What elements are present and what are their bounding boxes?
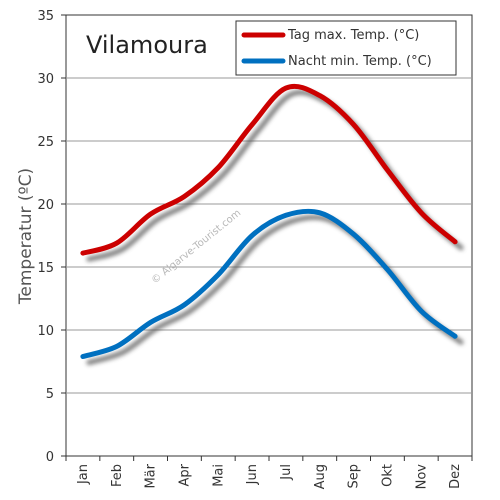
legend-label-max: Tag max. Temp. (°C) — [287, 28, 419, 43]
y-tick-label: 15 — [37, 261, 54, 276]
legend-box — [235, 20, 457, 76]
x-tick-label: Okt — [380, 464, 395, 487]
legend: Tag max. Temp. (°C) Nacht min. Temp. (°C… — [235, 20, 457, 76]
y-tick-label: 0 — [46, 450, 54, 465]
y-tick-label: 10 — [37, 324, 54, 339]
y-tick-label: 25 — [37, 135, 54, 150]
x-tick-label: Jan — [76, 464, 91, 485]
y-tick-label: 5 — [46, 387, 54, 402]
series-lines — [80, 83, 458, 359]
y-tick-label: 30 — [37, 72, 54, 87]
y-tick-label: 35 — [37, 9, 54, 24]
x-tick-label: Mai — [211, 464, 226, 487]
x-tick-label: Dez — [448, 464, 463, 489]
y-axis-label: Temperatur (ºC) — [16, 168, 36, 305]
series-line-max — [80, 83, 458, 256]
x-tick-label: Apr — [177, 463, 192, 486]
x-tick-label: Sep — [347, 464, 362, 489]
x-tick-label: Nov — [414, 464, 429, 490]
x-tick-label: Feb — [110, 464, 125, 487]
series-line-min — [80, 208, 458, 359]
y-tick-label: 20 — [37, 198, 54, 213]
x-tick-label: Mär — [144, 463, 159, 488]
y-axis-ticks: 0 5 10 15 20 25 30 35 — [37, 9, 66, 465]
chart-title: Vilamoura — [86, 31, 208, 59]
x-tick-label: Jul — [279, 464, 294, 481]
legend-label-min: Nacht min. Temp. (°C) — [288, 54, 432, 69]
grid-lines — [66, 77, 472, 394]
x-axis-ticks: Jan Feb Mär Apr Mai Jun Jul Aug Sep Okt Nov Dez — [65, 456, 473, 490]
x-tick-label: Jun — [245, 464, 260, 485]
x-tick-label: Aug — [313, 464, 328, 489]
